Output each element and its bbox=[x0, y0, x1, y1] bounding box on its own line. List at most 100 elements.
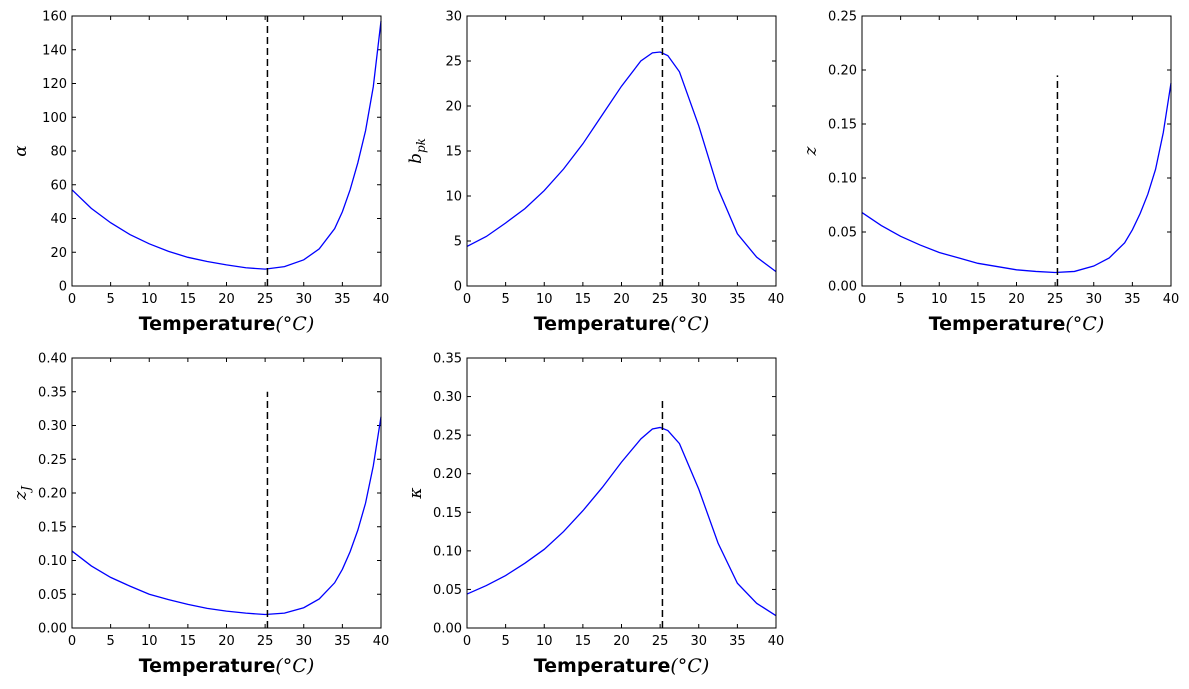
x-tick-label: 5 bbox=[106, 634, 114, 649]
y-axis-label: α bbox=[11, 145, 31, 157]
x-axis-label-unit: (°C) bbox=[670, 313, 709, 335]
y-tick-label: 10 bbox=[445, 190, 462, 205]
series-line-1 bbox=[71, 20, 382, 270]
y-tick-label: 0.20 bbox=[38, 487, 67, 502]
y-tick-label: 0.30 bbox=[38, 419, 67, 434]
chart-panel-5: 0 5 10 15 20 25 30 35 40 0.00 0.05 0.10 0.15 0.20 0.25… bbox=[406, 352, 784, 678]
x-axis-label: Temperature(°C) bbox=[534, 313, 710, 335]
x-axis-label-unit: (°C) bbox=[1065, 313, 1104, 335]
chart-panel-4: 0 5 10 15 20 25 30 35 40 0.00 0.05 0.10 0.15 0.20 0.25… bbox=[11, 352, 389, 678]
y-axis-label: bpk bbox=[406, 138, 428, 164]
y-tick-label: 0.05 bbox=[828, 226, 857, 241]
x-tick-label: 40 bbox=[373, 292, 390, 307]
y-tick-label: 20 bbox=[445, 100, 462, 115]
y-tick-label: 140 bbox=[42, 43, 67, 58]
x-tick-label: 30 bbox=[295, 634, 312, 649]
x-tick-label: 5 bbox=[896, 292, 904, 307]
x-tick-label: 30 bbox=[1085, 292, 1102, 307]
x-axis-label: Temperature(°C) bbox=[534, 655, 710, 677]
x-tick-label: 35 bbox=[1124, 292, 1141, 307]
x-tick-label: 5 bbox=[106, 292, 114, 307]
y-tick-label: 0.35 bbox=[38, 385, 67, 400]
y-tick-label: 120 bbox=[42, 77, 67, 92]
x-tick-label: 35 bbox=[729, 634, 746, 649]
y-tick-label: 40 bbox=[50, 212, 67, 227]
x-tick-label: 0 bbox=[463, 292, 471, 307]
y-tick-label: 0.30 bbox=[433, 390, 462, 405]
x-tick-label: 40 bbox=[768, 634, 785, 649]
x-tick-label: 30 bbox=[690, 634, 707, 649]
y-axis-label-text: κ bbox=[406, 487, 426, 499]
y-axis-label: z bbox=[801, 145, 821, 156]
x-axis-label: Temperature(°C) bbox=[929, 313, 1105, 335]
y-tick-label: 20 bbox=[50, 246, 67, 261]
x-tick-label: 10 bbox=[141, 634, 158, 649]
x-tick-label: 0 bbox=[463, 634, 471, 649]
x-tick-label: 0 bbox=[68, 634, 76, 649]
x-tick-label: 20 bbox=[1008, 292, 1025, 307]
x-axis-label-unit: (°C) bbox=[670, 655, 709, 677]
x-axis-label: Temperature(°C) bbox=[139, 313, 315, 335]
x-tick-label: 15 bbox=[180, 292, 197, 307]
x-tick-label: 10 bbox=[931, 292, 948, 307]
y-tick-label: 15 bbox=[445, 145, 462, 160]
x-tick-label: 20 bbox=[613, 634, 630, 649]
x-tick-label: 30 bbox=[690, 292, 707, 307]
x-tick-label: 25 bbox=[257, 634, 274, 649]
x-tick-label: 20 bbox=[218, 292, 235, 307]
y-tick-label: 30 bbox=[445, 10, 462, 25]
y-tick-label: 0 bbox=[454, 280, 462, 295]
x-tick-label: 35 bbox=[729, 292, 746, 307]
y-tick-label: 0.00 bbox=[828, 280, 857, 295]
x-tick-label: 15 bbox=[180, 634, 197, 649]
x-tick-label: 10 bbox=[536, 634, 553, 649]
x-tick-label: 15 bbox=[575, 634, 592, 649]
x-tick-label: 5 bbox=[501, 634, 509, 649]
chart-panel-2: 0 5 10 15 20 25 30 35 40 0 5 10 15 20 25 30 Temperature(… bbox=[406, 10, 784, 336]
y-axis-label-subscript: pk bbox=[414, 138, 428, 153]
x-axis-label-text: Temperature bbox=[534, 655, 671, 677]
x-tick-label: 0 bbox=[858, 292, 866, 307]
x-axis-label: Temperature(°C) bbox=[139, 655, 315, 677]
y-tick-label: 0.00 bbox=[38, 622, 67, 637]
y-tick-label: 0.40 bbox=[38, 352, 67, 367]
plot-frame bbox=[71, 15, 382, 287]
y-tick-label: 5 bbox=[454, 235, 462, 250]
y-axis-label-text: b bbox=[406, 153, 426, 164]
y-tick-label: 160 bbox=[42, 10, 67, 25]
series-line-1 bbox=[466, 426, 777, 617]
y-tick-label: 0.25 bbox=[828, 10, 857, 25]
y-tick-label: 0.10 bbox=[38, 554, 67, 569]
y-tick-label: 0.00 bbox=[433, 622, 462, 637]
x-axis-label-unit: (°C) bbox=[275, 313, 314, 335]
y-tick-label: 0.20 bbox=[433, 467, 462, 482]
x-tick-label: 20 bbox=[218, 634, 235, 649]
chart-panel-3: 0 5 10 15 20 25 30 35 40 0.00 0.05 0.10 0.15 0.20 0.25… bbox=[801, 10, 1179, 336]
chart-panel-1: 0 5 10 15 20 25 30 35 40 0 20 40 60 80 100 120 140 160 Tem… bbox=[11, 10, 389, 336]
x-axis-label-text: Temperature bbox=[534, 313, 671, 335]
x-tick-label: 35 bbox=[334, 634, 351, 649]
x-tick-label: 30 bbox=[295, 292, 312, 307]
y-tick-label: 0.25 bbox=[38, 453, 67, 468]
y-axis-label-text: α bbox=[11, 145, 31, 157]
x-tick-label: 25 bbox=[1047, 292, 1064, 307]
plot-frame bbox=[861, 15, 1172, 287]
y-axis-label-text: z bbox=[801, 145, 821, 156]
series-line-1 bbox=[71, 416, 382, 616]
x-tick-label: 5 bbox=[501, 292, 509, 307]
y-tick-label: 0 bbox=[59, 280, 67, 295]
plot-frame bbox=[71, 357, 382, 629]
y-axis-label: zJ bbox=[11, 485, 33, 501]
x-axis-label-text: Temperature bbox=[139, 655, 276, 677]
x-tick-label: 15 bbox=[575, 292, 592, 307]
x-axis-label-text: Temperature bbox=[929, 313, 1066, 335]
x-tick-label: 20 bbox=[613, 292, 630, 307]
x-axis-label-unit: (°C) bbox=[275, 655, 314, 677]
y-axis-label-text: z bbox=[11, 490, 31, 501]
y-tick-label: 25 bbox=[445, 55, 462, 70]
y-tick-label: 0.15 bbox=[38, 520, 67, 535]
x-tick-label: 15 bbox=[970, 292, 987, 307]
plot-frame bbox=[466, 357, 777, 629]
x-tick-label: 25 bbox=[652, 292, 669, 307]
